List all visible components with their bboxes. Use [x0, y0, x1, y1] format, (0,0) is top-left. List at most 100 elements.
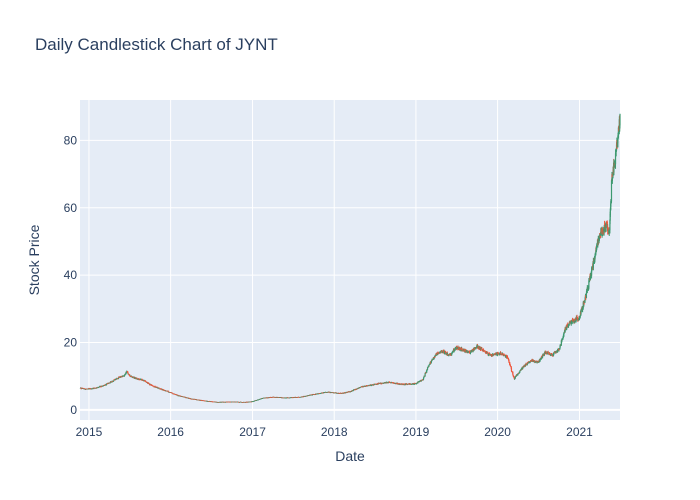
candle: [488, 353, 490, 357]
candle-body: [281, 397, 283, 399]
candle: [227, 401, 230, 403]
candle: [436, 352, 438, 356]
candle-body: [582, 308, 584, 310]
candle-body: [116, 378, 118, 380]
candle-body: [163, 390, 165, 391]
candle-body: [512, 374, 514, 376]
candle-body: [511, 371, 513, 373]
candle-body: [409, 383, 411, 385]
candle: [243, 401, 245, 403]
candle: [165, 390, 167, 392]
candle-body: [314, 394, 316, 396]
candle-body: [428, 365, 430, 366]
candle-body: [118, 376, 120, 378]
plot-area: [80, 100, 620, 420]
candle: [116, 377, 118, 380]
candle-body: [514, 376, 516, 379]
candle-body: [323, 392, 325, 394]
candle-body: [109, 382, 111, 384]
candle: [321, 392, 324, 394]
candle: [105, 383, 108, 386]
candle-body: [97, 387, 100, 388]
candle: [113, 379, 115, 381]
candle-body: [500, 353, 502, 355]
candle: [520, 367, 523, 370]
candle-body: [179, 395, 181, 397]
candle-body: [547, 351, 549, 354]
candle: [499, 352, 501, 356]
candle: [85, 388, 87, 390]
candle-body: [469, 352, 471, 354]
candle-body: [488, 353, 490, 356]
candle-body: [308, 395, 310, 396]
candle: [401, 383, 404, 385]
candle: [428, 364, 430, 366]
candle-body: [300, 396, 303, 398]
candle-body: [508, 359, 510, 361]
candle-body: [509, 362, 511, 365]
candle: [273, 396, 275, 398]
candle: [110, 381, 112, 383]
candle: [245, 402, 247, 403]
candle-body: [141, 380, 144, 381]
candle: [143, 379, 145, 382]
candle-body: [540, 359, 542, 360]
candle-body: [148, 382, 150, 384]
candle-body: [470, 350, 473, 353]
candle-body: [248, 401, 250, 403]
candle: [304, 396, 306, 397]
candle: [560, 344, 562, 346]
candle-body: [552, 355, 554, 357]
candle-body: [273, 397, 275, 398]
candle-body: [578, 317, 581, 320]
candle-body: [403, 383, 405, 385]
candle: [524, 365, 526, 368]
candle-body: [497, 352, 499, 354]
candle: [188, 397, 191, 399]
candle-body: [447, 354, 449, 355]
candle-body: [408, 383, 410, 385]
candle-body: [143, 380, 145, 382]
candle-body: [575, 317, 577, 321]
candle-body: [353, 389, 355, 391]
candle-body: [569, 321, 571, 323]
candle-body: [238, 402, 241, 403]
candle-body: [336, 393, 338, 394]
candle-body: [478, 348, 480, 349]
candle-body: [105, 383, 108, 386]
candle: [596, 243, 598, 250]
candle-body: [298, 397, 300, 398]
candle: [121, 375, 123, 378]
candle-body: [215, 402, 217, 403]
candle: [572, 319, 574, 322]
candle-body: [87, 388, 89, 390]
candle: [583, 300, 585, 305]
candle-body: [368, 384, 371, 386]
candle-body: [307, 395, 310, 396]
candle: [571, 320, 573, 324]
candle-body: [448, 354, 451, 355]
candle: [201, 400, 203, 401]
candle: [452, 350, 454, 353]
candle-body: [517, 373, 520, 375]
candle-body: [510, 368, 513, 371]
candle-body: [284, 397, 286, 399]
candle-body: [405, 383, 407, 385]
candle: [91, 388, 93, 390]
candle-body: [592, 261, 595, 262]
candle-body: [452, 352, 454, 353]
candle-body: [516, 374, 518, 376]
candle-body: [462, 349, 465, 351]
candle-body: [331, 392, 333, 393]
candle-body: [141, 379, 143, 381]
candle: [494, 353, 496, 356]
candle-body: [386, 382, 389, 384]
candle-body: [430, 361, 432, 363]
candle-body: [188, 398, 191, 399]
candle-body: [352, 390, 354, 392]
candle-body: [529, 361, 531, 363]
candle: [539, 357, 541, 360]
candle-body: [123, 375, 125, 377]
candle: [495, 352, 498, 356]
candle: [123, 375, 125, 377]
